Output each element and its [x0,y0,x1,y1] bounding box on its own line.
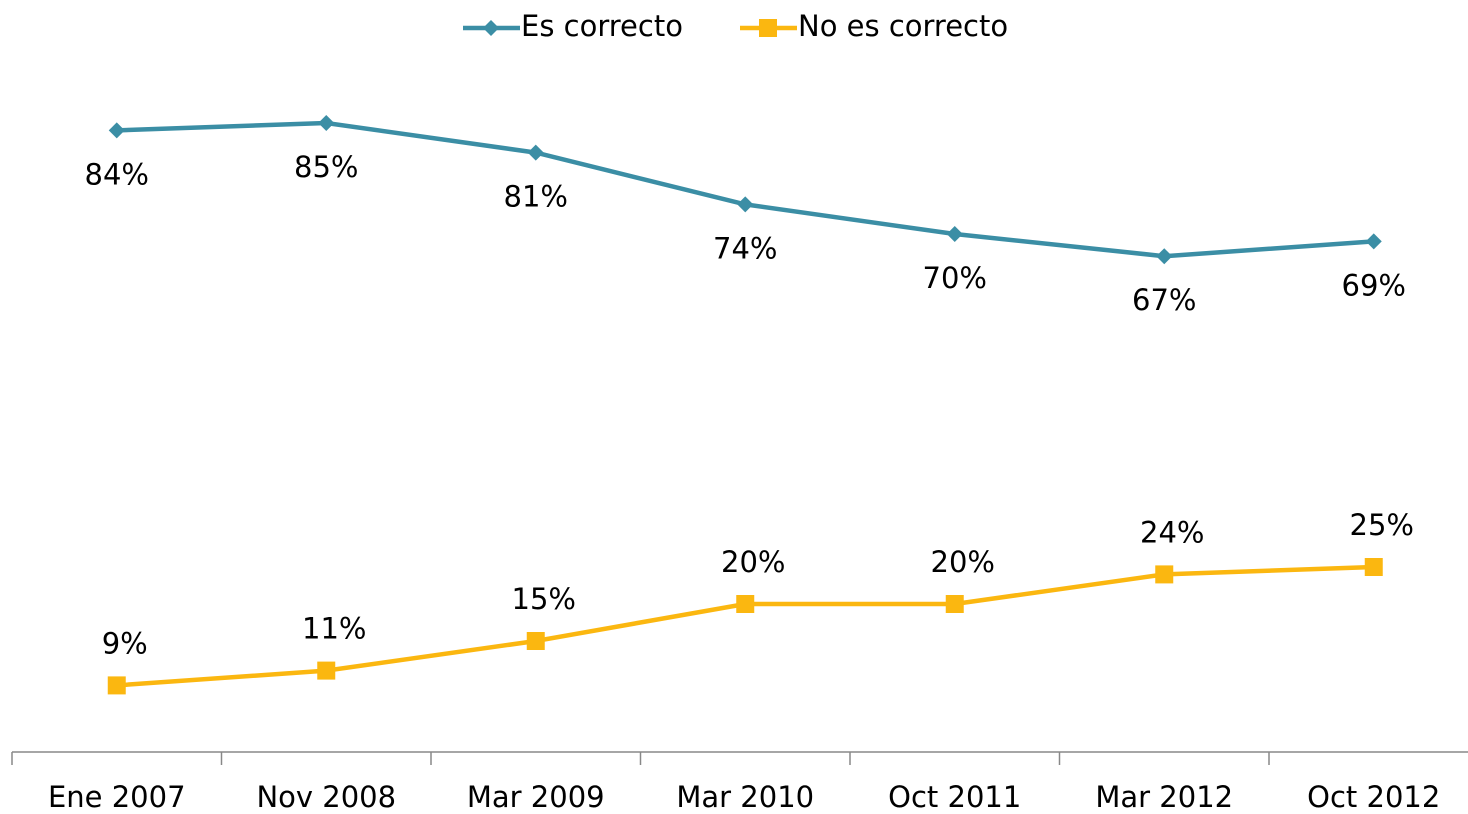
data-point [1364,558,1383,576]
data-point [1156,248,1173,265]
data-label: 81% [504,180,568,214]
data-label: 85% [294,150,358,184]
data-label: 25% [1350,508,1414,542]
data-point [737,196,754,213]
x-tick-label: Nov 2008 [256,780,396,814]
data-point [318,115,335,131]
data-point [317,661,336,680]
legend-label: No es correcto [798,9,1008,43]
data-label: 20% [931,545,995,579]
x-tick-label: Mar 2009 [467,780,605,814]
data-point [527,144,544,161]
data-label: 84% [85,157,149,191]
data-point [1365,233,1382,250]
data-point [107,676,126,695]
x-tick-label: Mar 2010 [676,780,814,814]
x-tick-label: Mar 2012 [1095,780,1233,814]
data-label: 15% [512,582,576,616]
x-tick-label: Oct 2011 [888,780,1021,814]
data-point [108,122,125,139]
legend-label: Es correcto [521,9,683,43]
data-label: 20% [721,545,785,579]
data-label: 74% [713,231,777,265]
data-point [736,595,755,613]
legend-marker [483,20,499,36]
data-label: 69% [1342,268,1406,302]
legend-marker [759,19,777,37]
data-point [1155,565,1174,584]
data-label: 70% [923,261,987,295]
data-point [946,226,963,242]
x-tick-label: Oct 2012 [1307,780,1440,814]
data-label: 9% [102,626,148,660]
data-label: 24% [1140,515,1204,549]
data-point [945,595,964,613]
data-point [526,632,545,650]
data-label: 11% [302,612,366,646]
data-label: 67% [1132,283,1196,317]
x-tick-label: Ene 2007 [48,780,186,814]
